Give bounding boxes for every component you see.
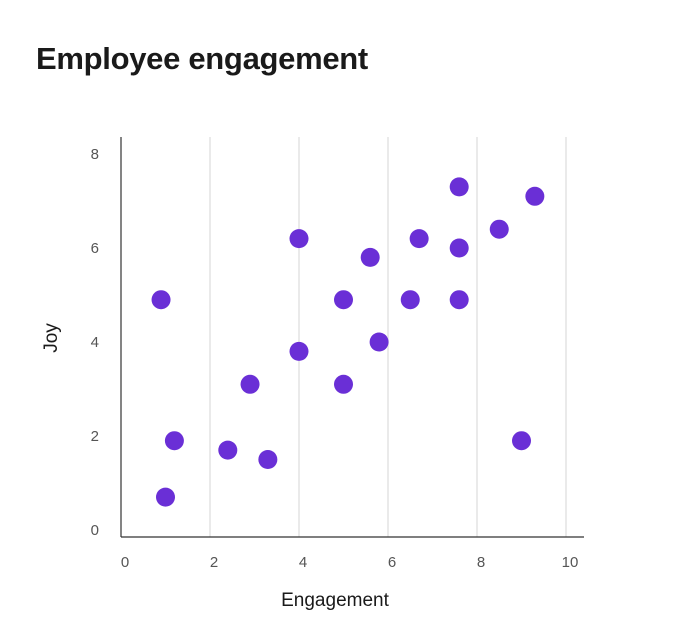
grid-lines	[209, 137, 567, 537]
y-tick-label: 6	[91, 240, 99, 257]
data-point	[512, 431, 531, 451]
data-point	[489, 219, 509, 239]
y-tick-labels: 0 2 4 6 8	[91, 146, 99, 539]
x-tick-label: 6	[388, 554, 396, 571]
data-point	[289, 229, 309, 249]
data-point	[449, 290, 469, 310]
y-tick-label: 0	[91, 522, 99, 539]
x-axis-label: Engagement	[281, 590, 389, 611]
data-point	[289, 341, 309, 361]
data-point	[240, 374, 260, 394]
axes	[120, 137, 584, 538]
y-tick-label: 8	[91, 146, 99, 163]
data-point	[369, 332, 389, 352]
y-axis-label: Joy	[41, 323, 62, 353]
data-point	[360, 247, 380, 267]
data-point	[449, 177, 469, 197]
x-tick-labels: 0 2 4 6 8 10	[121, 554, 579, 571]
chart-title: Employee engagement	[36, 41, 368, 76]
data-point	[151, 290, 171, 310]
y-tick-label: 4	[91, 334, 99, 351]
data-point	[449, 238, 469, 258]
data-point	[156, 487, 175, 507]
x-tick-label: 0	[121, 554, 129, 571]
data-point	[164, 431, 184, 451]
data-point	[525, 186, 545, 206]
x-tick-label: 2	[210, 554, 218, 571]
data-point	[400, 290, 420, 310]
data-point	[258, 450, 278, 469]
x-tick-label: 10	[562, 554, 579, 571]
data-point	[334, 290, 353, 310]
data-point	[409, 229, 429, 249]
x-tick-label: 8	[477, 554, 485, 571]
data-point	[218, 440, 238, 460]
data-points	[151, 177, 545, 507]
x-tick-label: 4	[299, 554, 307, 571]
data-point	[334, 374, 353, 394]
y-tick-label: 2	[91, 428, 99, 445]
